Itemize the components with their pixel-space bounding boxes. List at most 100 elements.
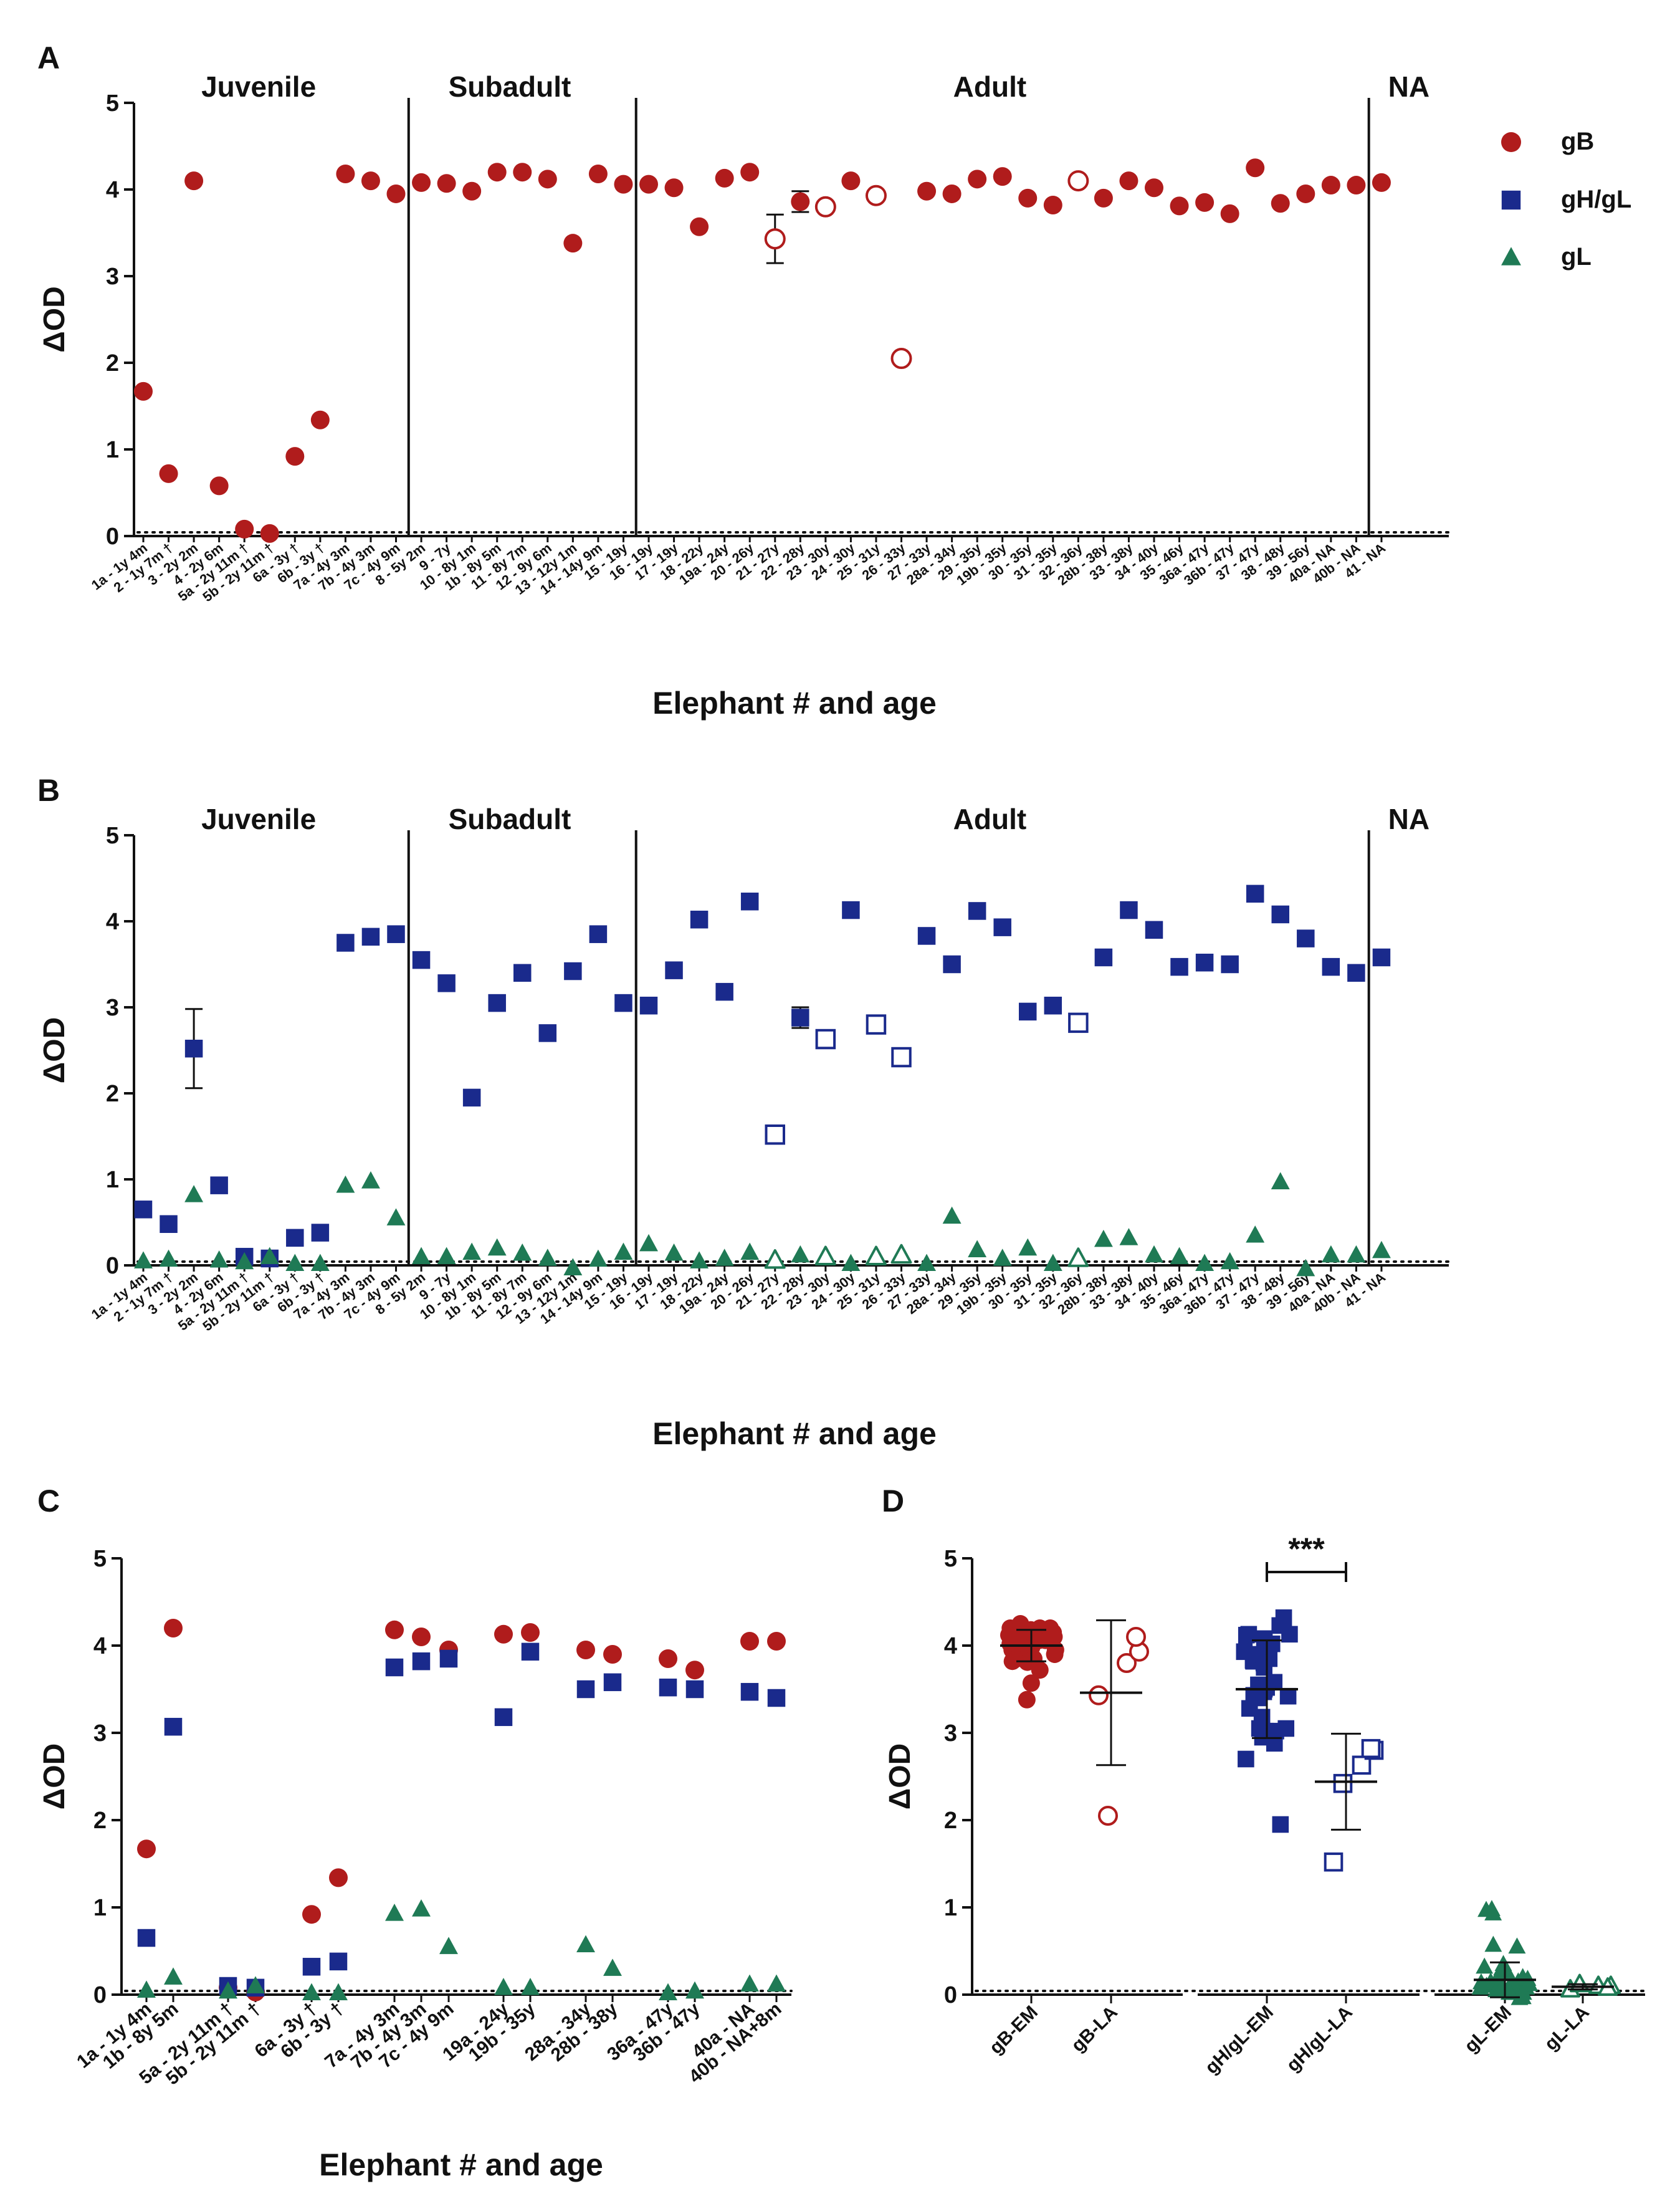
panel-B-point-gHgL (336, 934, 355, 952)
panel-A-point-gB (1043, 196, 1062, 215)
panel-C-point-gL (246, 1976, 265, 1993)
panel-D-point-gB-EM (1011, 1615, 1029, 1632)
panel-D-point-gL-EM (1471, 1978, 1489, 1995)
panel-A-point-gB (487, 163, 507, 182)
panel-B-point-gL (310, 1254, 330, 1272)
panel-B-point-gL (968, 1240, 987, 1257)
panel-D-y-axis-label: ΔOD (884, 1743, 917, 1810)
panel-B-point-gL (513, 1243, 532, 1261)
panel-A-point-gB (890, 348, 912, 370)
panel-B-point-gL (336, 1175, 355, 1193)
panel-B-point-gHgL (1246, 885, 1264, 903)
panel-B-point-gHgL (1120, 901, 1138, 919)
panel-A-y-axis-label: ΔOD (38, 286, 71, 353)
panel-A-point-gB (690, 217, 709, 236)
panel-C-point-gHgL (685, 1680, 704, 1699)
panel-A-point-gB (1119, 171, 1138, 191)
panel-B-point-gL (588, 1249, 608, 1267)
panel-C-letter: C (37, 1484, 60, 1518)
panel-B-point-gHgL (1044, 996, 1062, 1015)
panel-B-point-gHgL (1347, 964, 1365, 982)
panel-A-letter: A (37, 41, 60, 75)
panel-D-point-gL-EM (1477, 1901, 1495, 1917)
panel-B-point-gL (1296, 1259, 1315, 1277)
panel-B-point-gHgL (993, 918, 1011, 936)
panel-C-point-gHgL (576, 1680, 595, 1699)
panel-C-point-gB (412, 1628, 431, 1646)
panel-A-point-gB (865, 185, 887, 206)
panel-B-point-gHgL (462, 1088, 481, 1107)
panel-A-point-gB (159, 464, 178, 483)
panel-A-point-gB (740, 163, 760, 182)
panel-B-point-gHgL (1170, 957, 1188, 976)
panel-B-point-gHgL (1271, 905, 1289, 924)
panel-B-point-gHgL (842, 901, 860, 919)
panel-A-point-gB (917, 181, 937, 201)
panel-D-series-gHgL-EM (1236, 1609, 1298, 1833)
panel-B-point-gL (386, 1208, 406, 1225)
panel-B-point-gHgL (488, 994, 506, 1012)
panel-A-series-gB (134, 158, 1391, 543)
panel-C-point-gL (685, 1981, 704, 1999)
panel-B-point-gL (639, 1234, 658, 1252)
panel-A-point-gB (588, 164, 608, 183)
panel-C-point-gL (219, 1981, 237, 1999)
panel-C-point-gL (385, 1904, 404, 1921)
panel-B-point-gL (715, 1249, 734, 1266)
panel-B-point-gL (791, 1245, 810, 1263)
panel-D-x-tick-label: gB-EM (985, 2002, 1041, 2058)
panel-B-point-gHgL (765, 1124, 785, 1145)
panel-B-point-gHgL (1221, 955, 1239, 974)
panel-B-point-gHgL (1019, 1002, 1037, 1021)
panel-B-point-gHgL (513, 964, 532, 982)
panel-D-point-gB-LA (1117, 1653, 1137, 1673)
panel-D-point-gB-EM (1018, 1690, 1036, 1709)
panel-A-point-gB (361, 171, 380, 191)
panel-B-letter: B (37, 773, 60, 808)
panel-B-point-gHgL (361, 928, 380, 946)
panel-C-point-gB (385, 1620, 404, 1639)
panel-A-group-label: Juvenile (201, 70, 316, 103)
panel-A-point-gB (1018, 188, 1038, 208)
panel-D-point-gB-LA (1089, 1685, 1109, 1705)
panel-C-point-gHgL (603, 1673, 622, 1692)
panel-D-x-tick-label: gL-LA (1540, 2002, 1593, 2055)
panel-A-point-gB (814, 196, 836, 218)
panel-B-group-label: Juvenile (201, 803, 316, 835)
panel-C-point-gHgL (740, 1682, 759, 1701)
panel-B-point-gL (209, 1250, 229, 1268)
panel-D-point-gHgL-EM (1256, 1630, 1273, 1647)
panel-C-series-gB (137, 1619, 786, 2002)
panel-D-series-gL-EM (1471, 1900, 1539, 2005)
panel-B-point-gL (690, 1251, 709, 1268)
panel-C-point-gB (740, 1632, 759, 1651)
panel-D-point-gL-EM (1508, 1937, 1526, 1954)
panel-D-point-gHgL-LA (1361, 1738, 1381, 1758)
panel-B-point-gHgL (917, 927, 936, 945)
panel-B-y-tick-label: 0 (106, 1253, 119, 1279)
panel-B-point-gL (1043, 1254, 1062, 1272)
panel-A-point-gB (310, 410, 330, 429)
legend-label-gL: gL (1561, 243, 1592, 271)
panel-D-x-tick-label: gL-EM (1461, 2002, 1515, 2057)
panel-B-point-gHgL (968, 902, 986, 920)
panel-B-point-gL (184, 1185, 204, 1202)
panel-C-point-gL (137, 1980, 156, 1998)
panel-C-point-gB (603, 1645, 622, 1664)
panel-B-point-gHgL (210, 1176, 228, 1194)
panel-B-y-tick-label: 4 (106, 909, 119, 935)
panel-C-point-gHgL (385, 1658, 404, 1677)
panel-A-y-tick-label: 0 (106, 524, 119, 550)
panel-B-point-gHgL (184, 1039, 203, 1058)
panel-D-series-gB-LA (1080, 1619, 1149, 1826)
panel-A-point-gB (235, 519, 254, 539)
panel-B-point-gL (538, 1249, 557, 1266)
panel-B-point-gHgL (866, 1014, 887, 1035)
panel-B-group-label: NA (1388, 803, 1429, 835)
panel-B-x-axis-label: Elephant # and age (652, 1416, 937, 1451)
panel-A-point-gB (614, 175, 633, 194)
panel-A-group-label: Subadult (449, 70, 571, 103)
legend-marker-gB (1501, 132, 1521, 152)
panel-A-x-axis-label: Elephant # and age (652, 686, 937, 721)
